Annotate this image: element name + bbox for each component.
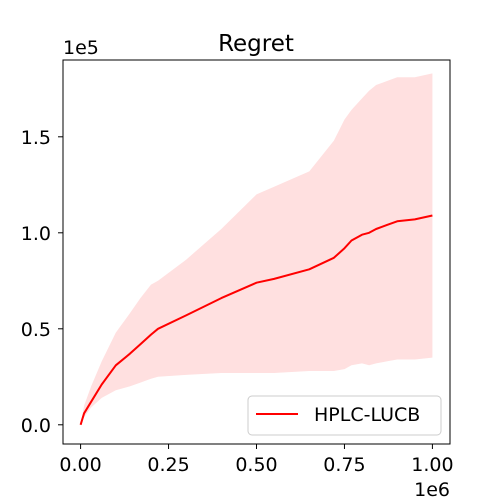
y-tick-label: 1.0 bbox=[21, 223, 51, 245]
series-line-0 bbox=[79, 214, 433, 426]
legend: HPLC-LUCB bbox=[247, 395, 442, 436]
legend-box bbox=[247, 395, 442, 436]
legend-label: HPLC-LUCB bbox=[314, 404, 420, 426]
x-axis-ticks: 0.00 0.25 0.50 0.75 1.00 bbox=[59, 444, 454, 476]
y-tick-label: 1.5 bbox=[21, 127, 51, 149]
y-axis-ticks: 0.0 0.5 1.0 1.5 bbox=[21, 127, 63, 437]
plot-area bbox=[62, 59, 451, 445]
series-line-layer bbox=[79, 214, 433, 426]
y-tick-label: 0.0 bbox=[21, 415, 51, 437]
confidence-band-0 bbox=[80, 73, 433, 425]
x-tick-label: 0.00 bbox=[59, 454, 101, 476]
chart-title: Regret bbox=[218, 31, 294, 57]
y-tick-label: 0.5 bbox=[21, 319, 51, 341]
x-axis-offset-label: 1e6 bbox=[414, 479, 450, 500]
x-tick-label: 1.00 bbox=[411, 454, 453, 476]
x-tick-label: 0.75 bbox=[323, 454, 365, 476]
confidence-band-layer bbox=[80, 73, 433, 425]
y-axis-offset-label: 1e5 bbox=[63, 37, 99, 59]
x-tick-label: 0.50 bbox=[235, 454, 277, 476]
x-tick-label: 0.25 bbox=[147, 454, 189, 476]
